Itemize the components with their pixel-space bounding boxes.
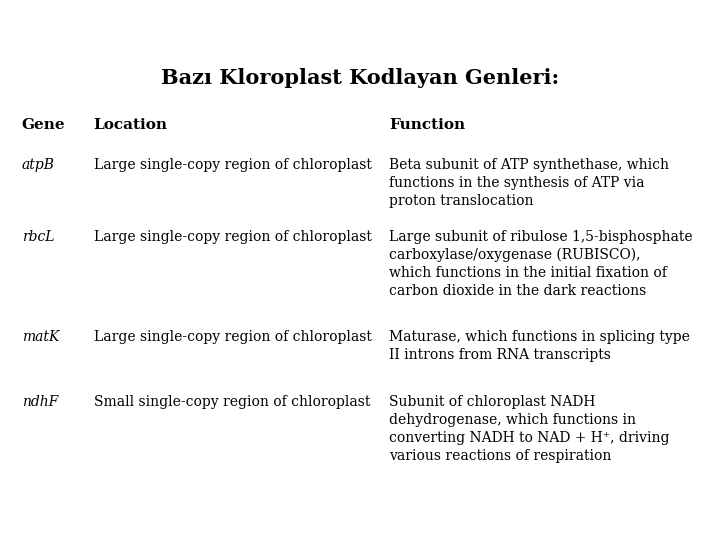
Text: Large single-copy region of chloroplast: Large single-copy region of chloroplast	[94, 330, 372, 344]
Text: carbon dioxide in the dark reactions: carbon dioxide in the dark reactions	[389, 284, 646, 298]
Text: carboxylase/oxygenase (RUBISCO),: carboxylase/oxygenase (RUBISCO),	[389, 248, 640, 262]
Text: Subunit of chloroplast NADH: Subunit of chloroplast NADH	[389, 395, 595, 409]
Text: Large single-copy region of chloroplast: Large single-copy region of chloroplast	[94, 230, 372, 244]
Text: dehydrogenase, which functions in: dehydrogenase, which functions in	[389, 413, 636, 427]
Text: functions in the synthesis of ATP via: functions in the synthesis of ATP via	[389, 176, 644, 190]
Text: ndhF: ndhF	[22, 395, 58, 409]
Text: various reactions of respiration: various reactions of respiration	[389, 449, 611, 463]
Text: which functions in the initial fixation of: which functions in the initial fixation …	[389, 266, 667, 280]
Text: Location: Location	[94, 118, 168, 132]
Text: Small single-copy region of chloroplast: Small single-copy region of chloroplast	[94, 395, 370, 409]
Text: proton translocation: proton translocation	[389, 194, 534, 208]
Text: rbcL: rbcL	[22, 230, 54, 244]
Text: Maturase, which functions in splicing type: Maturase, which functions in splicing ty…	[389, 330, 690, 344]
Text: Large subunit of ribulose 1,5-bisphosphate: Large subunit of ribulose 1,5-bisphospha…	[389, 230, 693, 244]
Text: atpB: atpB	[22, 158, 55, 172]
Text: converting NADH to NAD + H⁺, driving: converting NADH to NAD + H⁺, driving	[389, 431, 670, 445]
Text: Gene: Gene	[22, 118, 66, 132]
Text: II introns from RNA transcripts: II introns from RNA transcripts	[389, 348, 611, 362]
Text: matK: matK	[22, 330, 59, 344]
Text: Beta subunit of ATP synthethase, which: Beta subunit of ATP synthethase, which	[389, 158, 669, 172]
Text: Function: Function	[389, 118, 465, 132]
Text: Bazı Kloroplast Kodlayan Genleri:: Bazı Kloroplast Kodlayan Genleri:	[161, 68, 559, 88]
Text: Large single-copy region of chloroplast: Large single-copy region of chloroplast	[94, 158, 372, 172]
